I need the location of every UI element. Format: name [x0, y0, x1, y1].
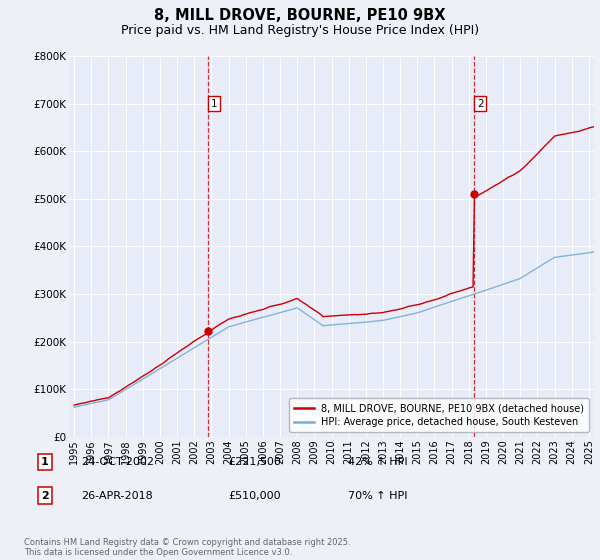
Text: £510,000: £510,000 [228, 491, 281, 501]
Text: 70% ↑ HPI: 70% ↑ HPI [348, 491, 407, 501]
Text: Contains HM Land Registry data © Crown copyright and database right 2025.
This d: Contains HM Land Registry data © Crown c… [24, 538, 350, 557]
Text: 24-OCT-2002: 24-OCT-2002 [81, 457, 154, 467]
Text: 8, MILL DROVE, BOURNE, PE10 9BX: 8, MILL DROVE, BOURNE, PE10 9BX [154, 8, 446, 24]
Text: £221,500: £221,500 [228, 457, 281, 467]
Text: 26-APR-2018: 26-APR-2018 [81, 491, 153, 501]
Text: 2: 2 [41, 491, 49, 501]
Text: 2: 2 [477, 99, 484, 109]
Text: 42% ↑ HPI: 42% ↑ HPI [348, 457, 407, 467]
Text: 1: 1 [211, 99, 218, 109]
Text: 1: 1 [41, 457, 49, 467]
Text: Price paid vs. HM Land Registry's House Price Index (HPI): Price paid vs. HM Land Registry's House … [121, 24, 479, 36]
Legend: 8, MILL DROVE, BOURNE, PE10 9BX (detached house), HPI: Average price, detached h: 8, MILL DROVE, BOURNE, PE10 9BX (detache… [289, 398, 589, 432]
